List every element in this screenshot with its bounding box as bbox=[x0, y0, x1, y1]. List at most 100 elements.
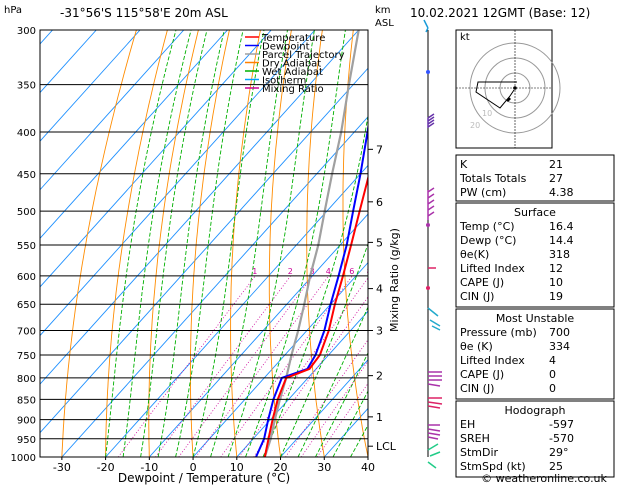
isotherm-line bbox=[40, 67, 368, 434]
wet-adiabat-line bbox=[140, 30, 208, 457]
most-unstable-row-value: 0 bbox=[549, 382, 556, 395]
km-ticks: 7 6 5 4 3 2 1 LCL bbox=[368, 143, 397, 453]
index-row-label: K bbox=[460, 158, 468, 171]
pressure-tick-label: 850 bbox=[17, 395, 36, 406]
index-row-label: Totals Totals bbox=[459, 172, 527, 185]
pressure-tick-label: 900 bbox=[17, 416, 36, 427]
wind-barb-350 bbox=[426, 70, 430, 74]
isotherm-line bbox=[61, 116, 368, 457]
pressure-tick-label: 1000 bbox=[11, 453, 36, 464]
km-tick-label: 4 bbox=[376, 283, 383, 296]
mixing-ratio-line bbox=[220, 275, 353, 457]
surface-row-label: θe(K) bbox=[460, 248, 489, 261]
hodograph-stats-row-label: StmSpd (kt) bbox=[460, 460, 526, 473]
hodograph-unit: kt bbox=[460, 32, 470, 43]
legend-label: Temperature bbox=[261, 33, 325, 44]
wind-barb-1000 bbox=[427, 443, 441, 469]
isotherm-line bbox=[40, 30, 228, 240]
surface-row-value: 14.4 bbox=[549, 234, 574, 247]
surface-row-value: 318 bbox=[549, 248, 570, 261]
location-title: -31°56'S 115°58'E 20m ASL bbox=[60, 6, 228, 20]
temp-tick-label: -20 bbox=[97, 461, 115, 474]
legend-label: Wet Adiabat bbox=[262, 67, 323, 78]
surface-row-value: 16.4 bbox=[549, 220, 574, 233]
temp-tick-label: -10 bbox=[140, 461, 158, 474]
km-tick-label: 1 bbox=[376, 411, 383, 424]
mixing-ratio-label: Mixing Ratio (g/kg) bbox=[388, 228, 401, 332]
storm-motion-marker bbox=[506, 97, 511, 102]
most-unstable-box bbox=[455, 308, 615, 400]
dewpoint-profile bbox=[255, 122, 368, 457]
mixing-ratio-tick: 6 bbox=[349, 267, 354, 276]
hodograph-ring-label-10: 10 bbox=[482, 109, 492, 118]
mixing-ratio-line bbox=[178, 275, 313, 457]
wet-adiabat-line bbox=[315, 351, 368, 457]
hodograph-stats-row-value: 25 bbox=[549, 460, 563, 473]
surface-row-label: Temp (°C) bbox=[459, 220, 515, 233]
most-unstable-row-label: Lifted Index bbox=[460, 354, 525, 367]
wind-barb-650 bbox=[426, 286, 430, 290]
dry-adiabat-line bbox=[601, 30, 629, 457]
temp-tick-label: -30 bbox=[53, 461, 71, 474]
hodograph-ring-label-20: 20 bbox=[470, 121, 480, 130]
surface-row-value: 12 bbox=[549, 262, 563, 275]
hodograph-stats-title: Hodograph bbox=[505, 404, 566, 417]
isotherm-line bbox=[40, 30, 141, 142]
hpa-label: hPa bbox=[4, 5, 22, 16]
dry-adiabat-line bbox=[570, 30, 629, 457]
wet-adiabat-line bbox=[280, 242, 368, 457]
temp-tick-label: 10 bbox=[230, 461, 244, 474]
hodograph-stats-row-value: -597 bbox=[549, 418, 574, 431]
wind-barb-850 bbox=[427, 397, 443, 409]
datetime-title: 10.02.2021 12GMT (Base: 12) bbox=[410, 6, 590, 20]
index-row-value: 27 bbox=[549, 172, 563, 185]
mixing-ratio-tick: 2 bbox=[288, 267, 293, 276]
surface-title: Surface bbox=[514, 206, 556, 219]
plot-area bbox=[40, 30, 368, 457]
index-row-value: 21 bbox=[549, 158, 563, 171]
wind-barb-500 bbox=[427, 187, 435, 220]
pressure-tick-label: 800 bbox=[17, 374, 36, 385]
wet-adiabat-line bbox=[332, 390, 368, 457]
wet-adiabat-line bbox=[175, 30, 244, 457]
mixing-ratio-tick: 4 bbox=[326, 267, 331, 276]
surface-row-label: Lifted Index bbox=[460, 262, 525, 275]
legend-label: Isotherm bbox=[262, 76, 306, 87]
copyright: © weatheronline.co.uk bbox=[481, 472, 607, 485]
pressure-tick-label: 650 bbox=[17, 300, 36, 311]
most-unstable-row-value: 700 bbox=[549, 326, 570, 339]
surface-row-label: CIN (J) bbox=[460, 290, 494, 303]
dry-adiabat-line bbox=[412, 30, 455, 457]
legend-label: Dewpoint bbox=[262, 42, 310, 53]
most-unstable-row-value: 334 bbox=[549, 340, 570, 353]
temp-tick-label: 40 bbox=[361, 461, 375, 474]
mixing-ratio-line bbox=[155, 275, 292, 457]
isotherm-line bbox=[40, 30, 272, 288]
hodograph-stats-row-value: -570 bbox=[549, 432, 574, 445]
wind-barb-400 bbox=[427, 113, 435, 128]
most-unstable-row-label: CIN (J) bbox=[460, 382, 494, 395]
km-tick-label: 6 bbox=[376, 196, 383, 209]
km-tick-label: 7 bbox=[376, 143, 383, 156]
wind-barb-700 bbox=[427, 307, 441, 331]
most-unstable-row-label: Pressure (mb) bbox=[460, 326, 537, 339]
surface-row-value: 10 bbox=[549, 276, 563, 289]
pressure-tick-label: 450 bbox=[17, 170, 36, 181]
mixing-ratio-tick: 25 bbox=[440, 267, 450, 276]
mixing-ratio-line bbox=[195, 275, 330, 457]
wind-barb-300 bbox=[423, 19, 429, 33]
wet-adiabat-line bbox=[192, 30, 265, 457]
index-row-label: PW (cm) bbox=[460, 186, 506, 199]
mixing-ratio-line bbox=[238, 277, 368, 457]
mixing-ratio-tick: 8 bbox=[367, 267, 372, 276]
mixing-ratio-tick: 1 bbox=[252, 267, 257, 276]
pressure-tick-label: 700 bbox=[17, 327, 36, 338]
pressure-tick-label: 600 bbox=[17, 272, 36, 283]
wind-barb-800 bbox=[427, 371, 442, 387]
temp-tick-label: 0 bbox=[190, 461, 197, 474]
indices-panel: K 21 Totals Totals 27 PW (cm) 4.38 SurfaceTemp… bbox=[455, 154, 615, 478]
index-row-value: 4.38 bbox=[549, 186, 574, 199]
km-tick-label: 5 bbox=[376, 236, 383, 249]
isotherm-line bbox=[280, 359, 368, 457]
